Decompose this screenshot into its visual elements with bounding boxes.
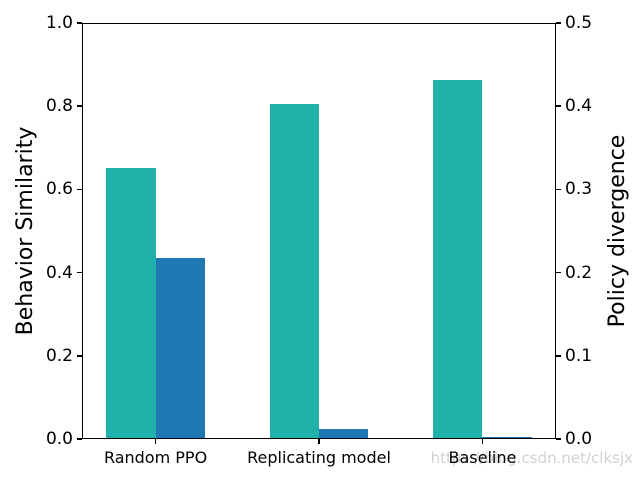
bar-behavior-similarity-1	[269, 104, 319, 439]
left-axis-label: Behavior Similarity	[13, 126, 38, 336]
left-tick-mark	[77, 188, 82, 191]
x-tick-mark	[481, 439, 484, 444]
right-tick-label: 0.3	[565, 179, 593, 200]
left-tick-label: 0.8	[45, 96, 73, 117]
right-tick-label: 0.1	[565, 345, 593, 366]
bar-policy-divergence-1	[319, 429, 369, 439]
right-tick-mark	[556, 355, 561, 357]
left-tick-mark	[77, 22, 82, 24]
plot-area: 0.0 0.2 0.4 0.6 0.8 1.0 0.0 0.1 0.2 0.3 0.4 0.5 Rand…	[46, 15, 592, 466]
right-tick-label: 0.4	[565, 96, 593, 117]
left-tick-mark	[77, 438, 82, 440]
left-tick-label: 0.4	[45, 262, 73, 283]
left-tick-label: 0.0	[45, 429, 73, 449]
right-tick-mark	[556, 22, 561, 24]
x-tick-mark	[154, 439, 157, 444]
left-tick-mark	[77, 105, 82, 107]
right-tick-mark	[556, 438, 561, 440]
x-tick-label-2: Baseline	[448, 448, 517, 467]
bar-policy-divergence-0	[155, 258, 205, 439]
bar-policy-divergence-2	[482, 436, 532, 439]
right-tick-mark	[556, 188, 561, 191]
bar-behavior-similarity-0	[106, 168, 156, 439]
x-tick-label-1: Replicating model	[247, 448, 391, 467]
right-tick-mark	[556, 271, 561, 274]
watermark: https://blog.csdn.net/clksjx	[430, 449, 633, 467]
right-axis-label: Policy divergence	[605, 134, 630, 328]
right-tick-label: 0.0	[565, 429, 593, 449]
left-tick-label: 1.0	[45, 13, 73, 33]
x-tick-label-0: Random PPO	[103, 448, 208, 467]
right-tick-label: 0.5	[565, 13, 593, 33]
right-tick-label: 0.2	[565, 262, 593, 283]
left-tick-label: 0.2	[45, 345, 73, 366]
x-tick-mark	[318, 439, 320, 444]
left-tick-label: 0.6	[45, 179, 73, 200]
bar-behavior-similarity-2	[433, 80, 483, 439]
left-tick-mark	[77, 271, 82, 274]
right-tick-mark	[556, 105, 561, 107]
left-tick-mark	[77, 355, 82, 357]
